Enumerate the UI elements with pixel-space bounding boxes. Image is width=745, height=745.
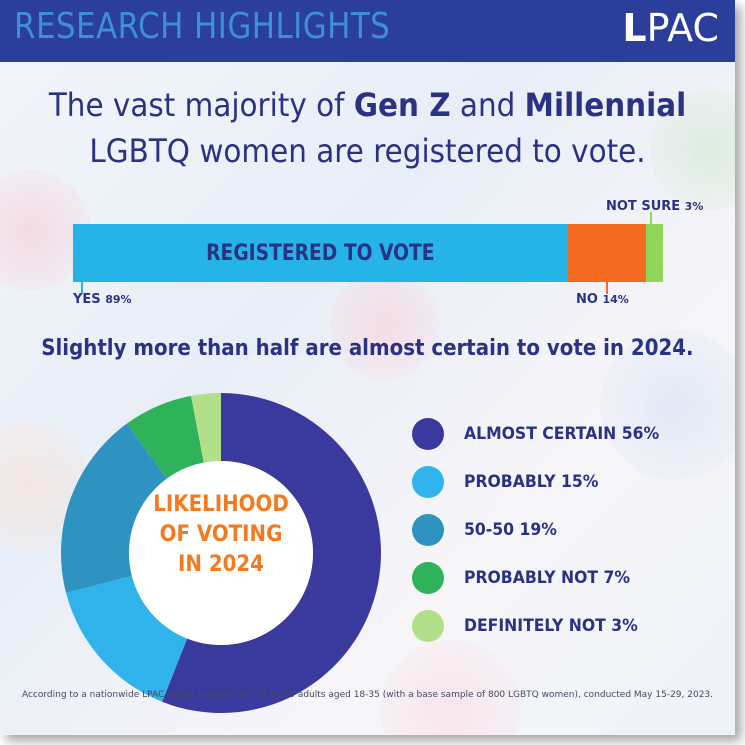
donut-slice-probably-not (126, 395, 204, 479)
voting-likelihood-donut (61, 393, 381, 713)
bar-label-no: NO 14% (576, 292, 629, 307)
donut-slice-50-50 (61, 423, 167, 593)
bar-segment-no (568, 224, 647, 282)
bar-label-yes: YES 89% (73, 292, 132, 307)
bar-title-text: REGISTERED TO VOTE (206, 240, 435, 266)
center-label-line: IN 2024 (178, 552, 264, 577)
donut-center-label: LIKELIHOOD OF VOTING IN 2024 (56, 490, 386, 580)
footnote: According to a nationwide LPAC Action Ne… (21, 690, 714, 700)
donut-title-text: Slightly more than half are almost certa… (41, 336, 694, 361)
legend-item: ALMOST CERTAIN 56% (412, 414, 732, 462)
legend-swatch (412, 466, 444, 498)
legend-swatch (412, 514, 444, 546)
bar-tick-not-sure (650, 212, 653, 224)
legend-swatch (412, 562, 444, 594)
header-banner: RESEARCH HIGHLIGHTS LPAC (0, 0, 735, 62)
headline-line-2: LGBTQ women are registered to vote. (89, 132, 646, 170)
logo-letter: L (622, 6, 647, 50)
legend-label: PROBABLY NOT 7% (464, 568, 631, 588)
bar-label-pct: 14% (602, 293, 629, 306)
donut-legend: ALMOST CERTAIN 56% PROBABLY 15% 50-50 19… (412, 414, 732, 654)
donut-slice-definitely-not (191, 393, 221, 463)
center-label-line: LIKELIHOOD (153, 492, 289, 517)
headline-line-1: The vast majority of Gen Z and Millennia… (29, 82, 705, 128)
logo-rest: PAC (646, 6, 719, 50)
donut-slice-probably (66, 575, 188, 702)
donut-center (129, 461, 313, 645)
bar-title: REGISTERED TO VOTE (73, 224, 568, 282)
headline-emphasis: Gen Z (353, 86, 451, 124)
legend-swatch (412, 610, 444, 642)
bar-label-name: NOT SURE (606, 199, 681, 214)
header-title: RESEARCH HIGHLIGHTS (14, 6, 391, 47)
legend-label: 50-50 19% (464, 520, 557, 540)
legend-item: PROBABLY 15% (412, 462, 732, 510)
bar-label-not-sure: NOT SURE 3% (606, 199, 703, 214)
legend-swatch (412, 418, 444, 450)
donut-slice-almost-certain (162, 393, 381, 713)
headline-text: The vast majority of (48, 86, 354, 124)
bar-label-pct: 89% (105, 293, 132, 306)
legend-item: PROBABLY NOT 7% (412, 558, 732, 606)
donut-title: Slightly more than half are almost certa… (0, 336, 735, 361)
bar-segment-not-sure (646, 224, 663, 282)
legend-item: 50-50 19% (412, 510, 732, 558)
bar-segment-yes (73, 224, 569, 282)
bar-label-name: YES (73, 292, 101, 307)
bar-tick-no (606, 282, 609, 294)
bokeh-decoration (380, 640, 520, 735)
center-label-line: OF VOTING (159, 522, 283, 547)
bokeh-decoration (330, 270, 440, 380)
bar-label-name: NO (576, 292, 598, 307)
legend-label: DEFINITELY NOT 3% (464, 616, 638, 636)
bar-label-pct: 3% (684, 200, 704, 213)
headline-text: and (450, 86, 525, 124)
bar-tick-yes (81, 282, 83, 294)
legend-label: ALMOST CERTAIN 56% (464, 424, 660, 444)
infographic: RESEARCH HIGHLIGHTS LPAC The vast majori… (0, 0, 735, 735)
lpac-logo: LPAC (622, 6, 719, 50)
legend-item: DEFINITELY NOT 3% (412, 606, 732, 654)
headline: The vast majority of Gen Z and Millennia… (0, 82, 735, 174)
legend-label: PROBABLY 15% (464, 472, 599, 492)
headline-emphasis: Millennial (524, 86, 687, 124)
registered-bar-chart: REGISTERED TO VOTE (73, 224, 663, 282)
